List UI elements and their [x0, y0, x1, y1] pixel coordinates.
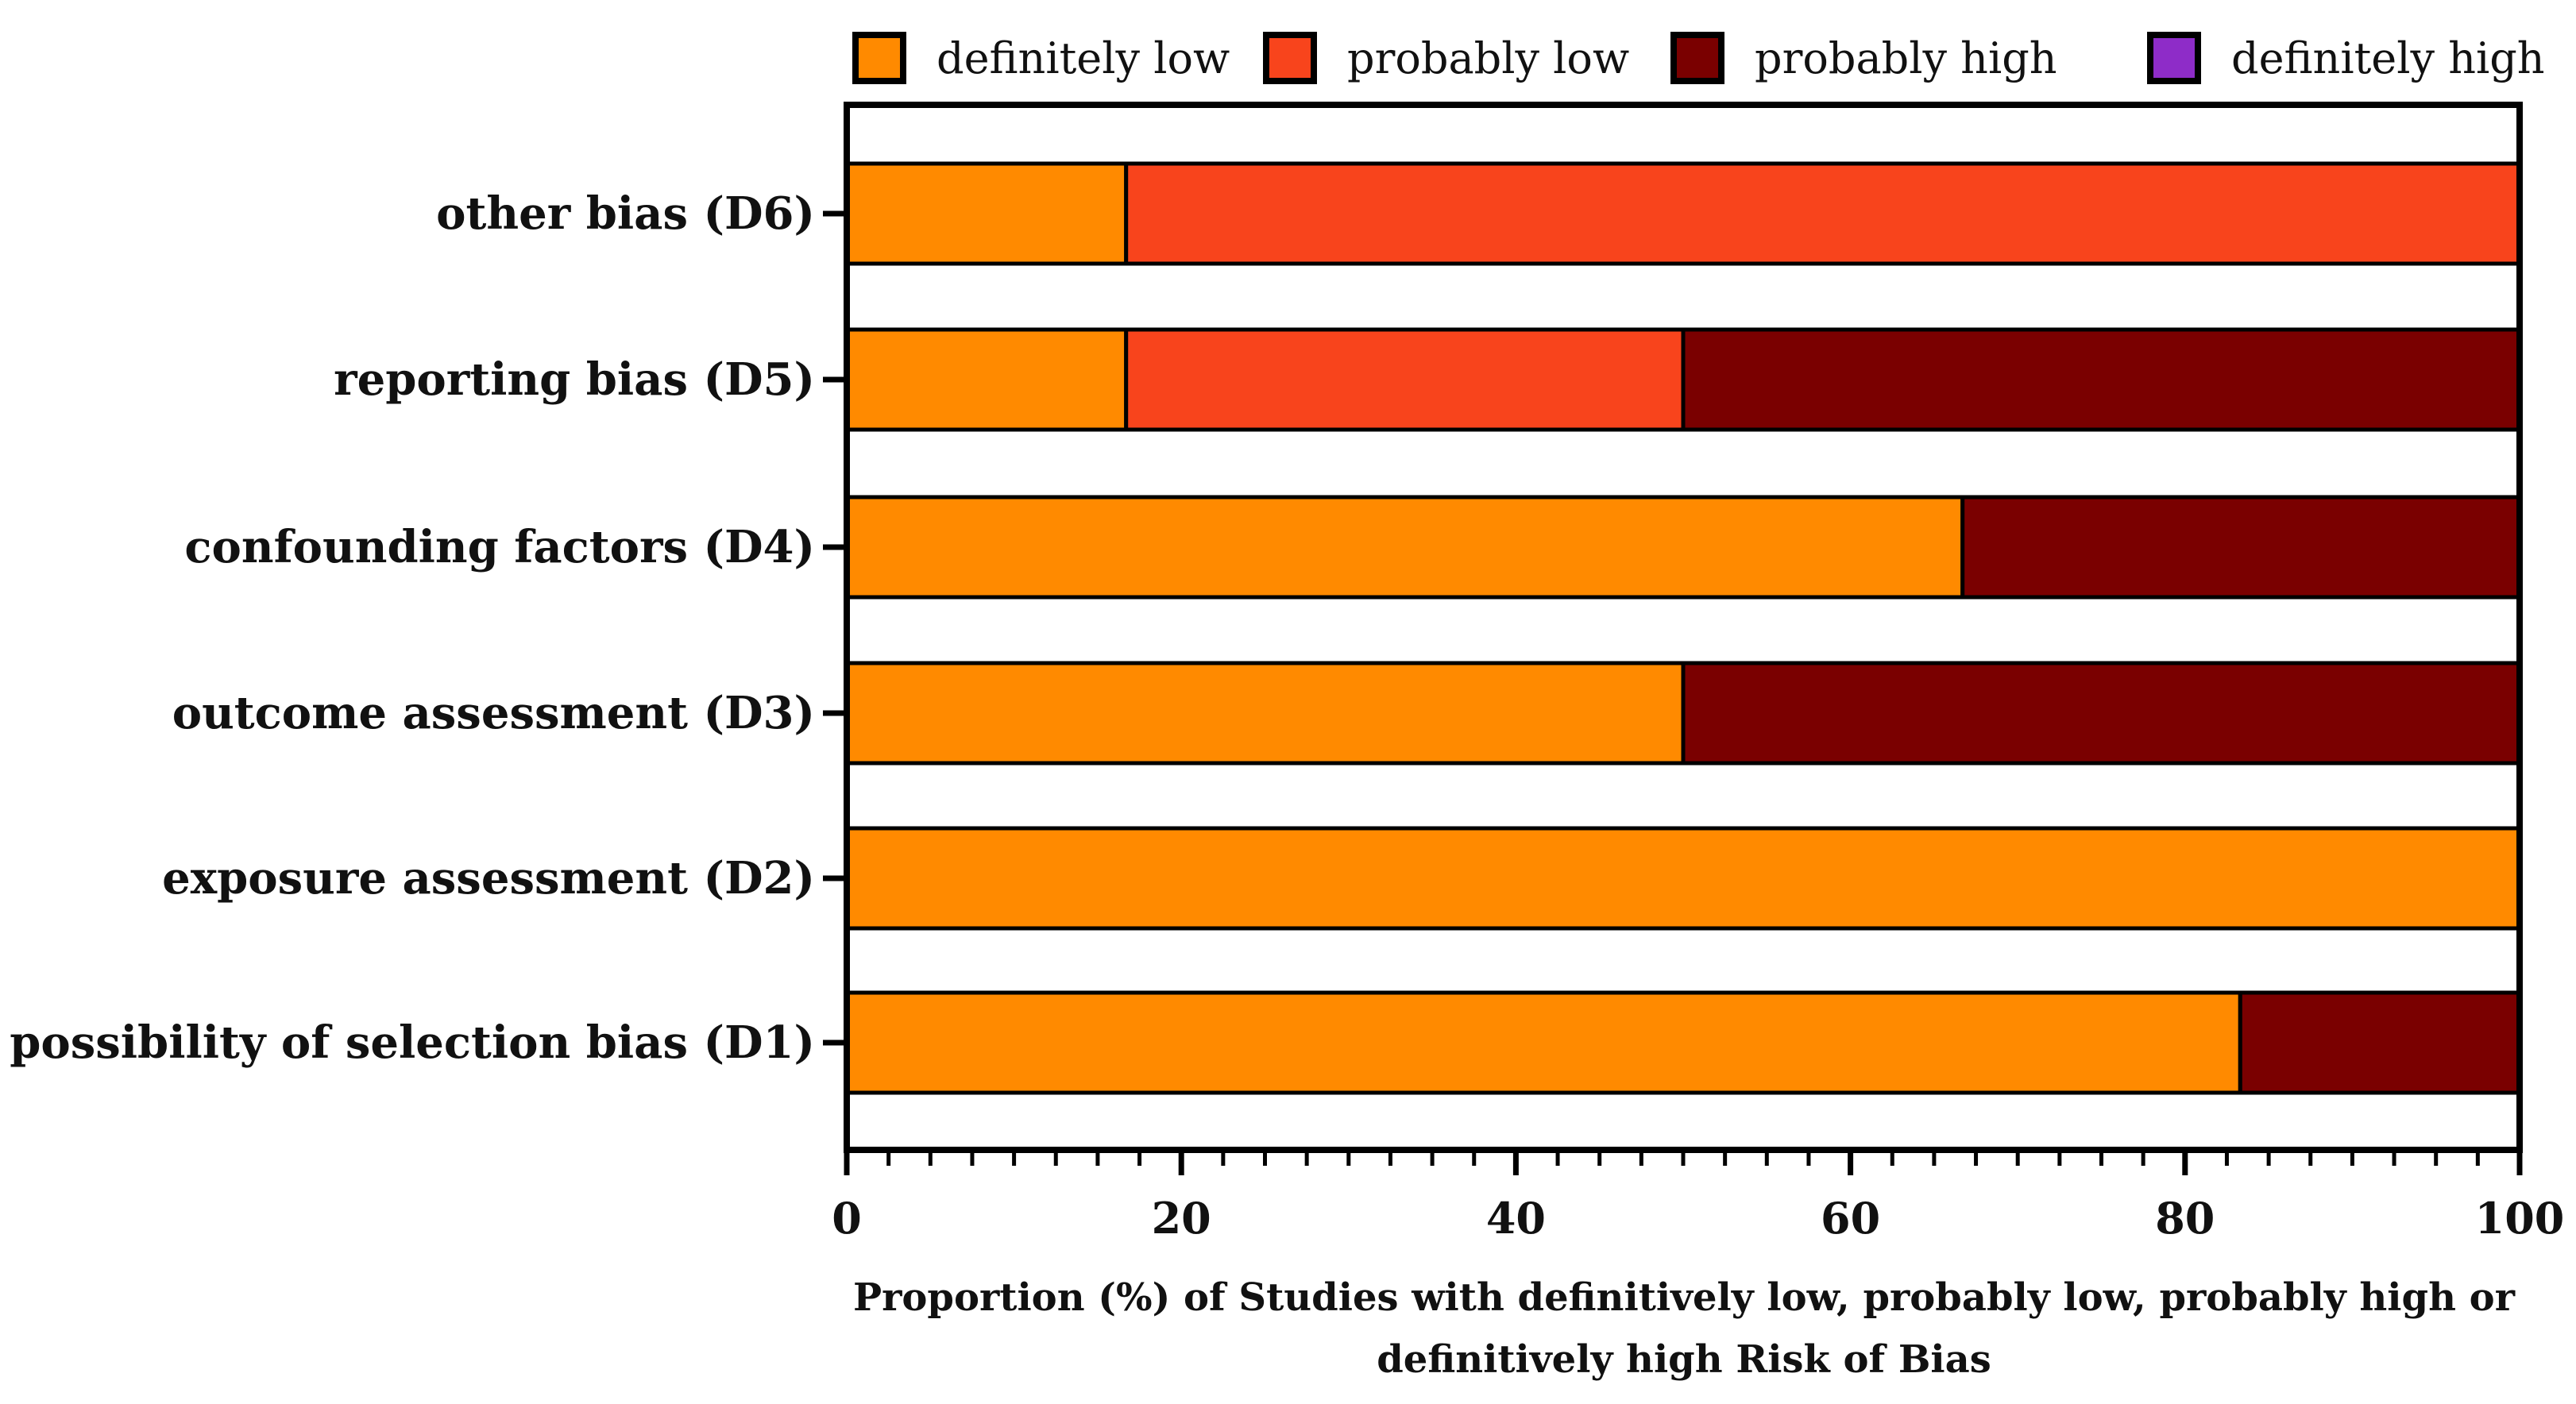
legend-label: definitely low	[937, 33, 1230, 83]
x-axis-label-line-1: Proportion (%) of Studies with definitiv…	[853, 1275, 2516, 1320]
legend-swatch	[2147, 32, 2201, 84]
x-tick-label: 80	[2155, 1193, 2215, 1244]
bar-segment	[1681, 327, 2522, 432]
bar-segment	[844, 161, 1129, 266]
y-axis: other bias (D6) reporting bias (D5) confou…	[10, 187, 847, 1069]
legend-swatch	[852, 32, 906, 84]
legend-label: definitely high	[2231, 33, 2545, 83]
x-axis-label-line-2: definitively high Risk of Bias	[1377, 1337, 1991, 1382]
bar-segment	[844, 826, 2522, 931]
bar-segment	[844, 495, 1965, 600]
legend-label: probably low	[1347, 33, 1629, 83]
bar-segment	[1681, 661, 2522, 766]
bar-segment	[1960, 495, 2522, 600]
y-tick-label: outcome assessment (D3)	[172, 687, 815, 739]
y-tick-label: other bias (D6)	[436, 187, 815, 240]
x-tick-label: 40	[1486, 1193, 1546, 1244]
bar-segment	[844, 990, 2242, 1095]
legend-label: probably high	[1755, 33, 2057, 83]
y-tick-label: confounding factors (D4)	[184, 521, 815, 573]
y-tick-label: exposure assessment (D2)	[162, 852, 815, 904]
bars	[844, 161, 2522, 1095]
bar-segment	[2238, 990, 2522, 1095]
x-tick-label: 0	[832, 1193, 862, 1244]
x-tick-label: 60	[1821, 1193, 1880, 1244]
y-tick-label: possibility of selection bias (D1)	[10, 1016, 815, 1069]
bar-segment	[1124, 327, 1686, 432]
legend: definitely low probably low probably high d…	[852, 32, 2545, 84]
legend-swatch	[1670, 32, 1724, 84]
y-tick-label: reporting bias (D5)	[334, 353, 815, 406]
legend-swatch	[1263, 32, 1317, 84]
bar-segment	[844, 661, 1686, 766]
x-axis: 0 20 40 60 80 100	[832, 1150, 2564, 1244]
bar-segment	[844, 327, 1129, 432]
x-tick-label: 100	[2475, 1193, 2565, 1244]
bar-segment	[1124, 161, 2522, 266]
x-tick-label: 20	[1152, 1193, 1211, 1244]
